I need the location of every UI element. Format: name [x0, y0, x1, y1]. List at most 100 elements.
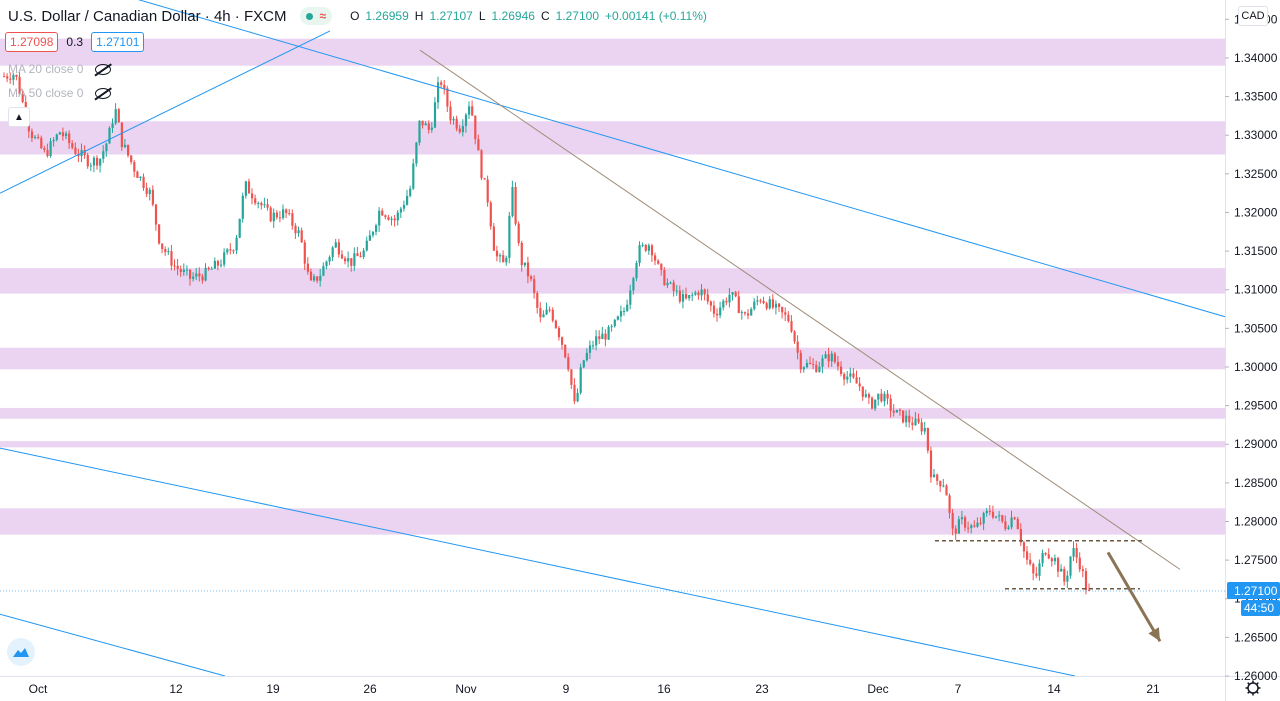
candle-body: [790, 321, 793, 332]
candle-body: [616, 316, 619, 320]
candle-body: [650, 245, 654, 256]
candle-body: [725, 300, 728, 303]
candle-body: [604, 333, 607, 340]
sell-price-button[interactable]: 1.27098: [5, 32, 59, 52]
candle-body: [362, 250, 365, 257]
candle-body: [585, 352, 588, 361]
candle-body: [539, 307, 542, 318]
candle-body: [30, 131, 34, 139]
candle-body: [505, 257, 508, 263]
candle-body: [740, 312, 743, 314]
forecast-arrow-head: [1148, 627, 1160, 642]
candle-body: [108, 127, 111, 144]
candle-body: [557, 327, 561, 338]
eye-hidden-icon[interactable]: [95, 63, 112, 75]
candle-body: [297, 230, 300, 234]
candle-body: [1010, 517, 1013, 528]
candle-body: [799, 352, 802, 370]
candle-body: [263, 204, 266, 206]
currency-label[interactable]: CAD: [1238, 6, 1268, 26]
candle-body: [340, 254, 344, 259]
buy-price-button[interactable]: 1.27101: [91, 32, 145, 52]
candle-body: [967, 527, 970, 529]
candle-body: [802, 367, 805, 370]
candle-body: [957, 519, 960, 534]
indicator-ma20[interactable]: MA 20 close 0: [8, 62, 112, 76]
candle-body: [530, 276, 533, 280]
indicator-ma50[interactable]: MA 50 close 0: [8, 86, 112, 100]
candle-body: [874, 399, 877, 409]
x-tick-label: 14: [1047, 682, 1061, 696]
candle-body: [430, 127, 433, 130]
candle-body: [719, 307, 722, 316]
candle-body: [195, 273, 198, 277]
candle-body: [747, 313, 750, 316]
candle-body: [65, 133, 68, 137]
tradingview-logo[interactable]: [7, 638, 35, 666]
y-tick-label: 1.32000: [1234, 205, 1278, 219]
y-tick-label: 1.33500: [1234, 90, 1278, 104]
y-tick-label: 1.28500: [1234, 476, 1278, 490]
candle-body: [731, 292, 734, 295]
candle-body: [849, 373, 852, 377]
candle-body: [784, 312, 787, 315]
candle-body: [344, 258, 347, 262]
candle-body: [483, 178, 486, 180]
candle-body: [542, 314, 545, 318]
candle-body: [387, 217, 390, 220]
chart-legend: U.S. Dollar / Canadian Dollar · 4h · FXC…: [8, 5, 707, 27]
candle-body: [216, 261, 220, 266]
candle-body: [737, 296, 740, 314]
support-resistance-zone: [0, 268, 1225, 294]
candle-body: [275, 212, 278, 218]
channel-trendline: [0, 447, 1076, 677]
candle-body: [244, 181, 247, 196]
candle-body: [514, 186, 517, 224]
candle-body: [254, 198, 257, 204]
eye-hidden-icon[interactable]: [95, 87, 112, 99]
candle-body: [945, 485, 948, 496]
candle-body: [753, 301, 756, 310]
candle-body: [681, 294, 685, 302]
candle-body: [223, 252, 226, 265]
candle-body: [908, 415, 911, 423]
candle-body: [440, 82, 443, 85]
x-tick-label: 21: [1146, 682, 1160, 696]
candle-body: [34, 136, 37, 139]
y-tick-label: 1.30500: [1234, 321, 1278, 335]
x-tick-label: 12: [169, 682, 183, 696]
market-status-pill[interactable]: ≈: [300, 7, 333, 25]
candle-body: [520, 242, 523, 266]
candle-body: [418, 120, 421, 143]
candle-body: [926, 428, 929, 451]
candle-body: [1060, 568, 1063, 572]
candle-body: [771, 299, 774, 308]
candle-body: [319, 275, 322, 281]
candle-body: [964, 517, 967, 528]
candle-body: [889, 398, 892, 411]
candle-body: [437, 82, 440, 103]
candle-body: [359, 256, 362, 258]
candle-body: [384, 215, 387, 218]
candle-body: [846, 376, 849, 380]
candle-body: [678, 290, 681, 302]
candle-body: [998, 515, 1001, 517]
candle-body: [294, 225, 297, 234]
candle-body: [282, 209, 285, 218]
candle-body: [495, 250, 499, 257]
candle-body: [474, 115, 477, 140]
candle-body: [133, 161, 136, 172]
y-tick-label: 1.28000: [1234, 514, 1278, 528]
candle-body: [827, 354, 830, 362]
candle-body: [232, 250, 235, 252]
candle-body: [880, 393, 883, 402]
support-resistance-zone: [0, 38, 1225, 66]
gear-icon-tooth: [1247, 691, 1250, 694]
candle-body: [1013, 517, 1016, 520]
candle-body: [102, 151, 105, 159]
candle-body: [694, 292, 697, 295]
x-tick-label: 19: [266, 682, 280, 696]
candle-body: [1022, 542, 1026, 552]
collapse-legend-button[interactable]: ▲: [8, 107, 30, 127]
